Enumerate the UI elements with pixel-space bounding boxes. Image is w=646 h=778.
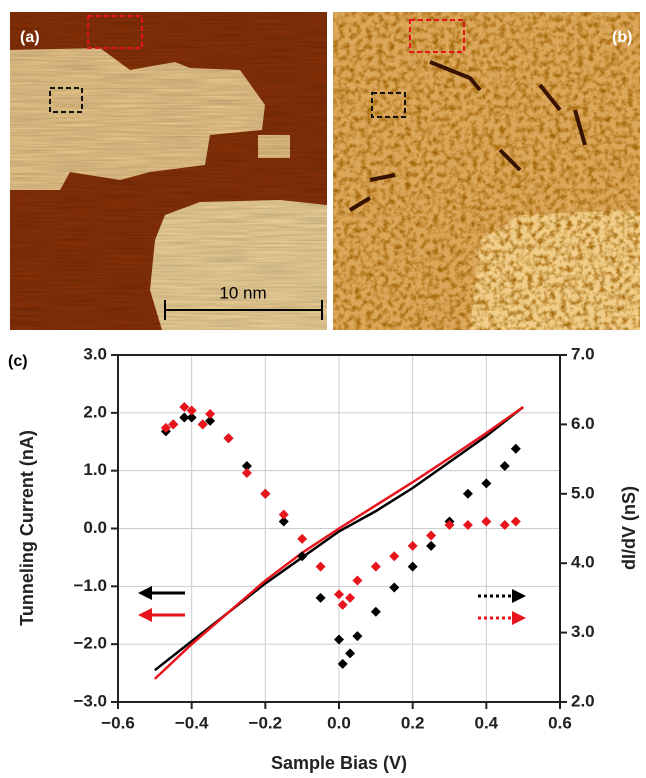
x-tick-label: 0.4 (475, 713, 499, 732)
image-b: (b) (333, 12, 640, 330)
x-tick-label: 0.6 (548, 713, 572, 732)
x-tick-label: 0.0 (327, 713, 351, 732)
didv-marker (316, 593, 326, 603)
didv-marker (345, 648, 355, 658)
didv-marker (389, 582, 399, 592)
y2-tick-label: 5.0 (571, 483, 595, 502)
y-tick-label: −3.0 (73, 691, 107, 710)
didv-marker (352, 576, 362, 586)
y-tick-label: 1.0 (83, 460, 107, 479)
didv-marker (511, 517, 521, 527)
y2-axis-title: dI/dV (nS) (619, 486, 639, 570)
x-tick-label: −0.6 (101, 713, 135, 732)
didv-marker (408, 562, 418, 572)
didv-marker (334, 635, 344, 645)
didv-marker (481, 478, 491, 488)
x-tick-label: 0.2 (401, 713, 425, 732)
legend-arrow-head (512, 589, 526, 603)
legend-arrow-head (138, 586, 152, 600)
legend-arrow-head (138, 608, 152, 622)
y2-tick-label: 7.0 (571, 344, 595, 363)
didv-marker (371, 607, 381, 617)
didv-marker (408, 541, 418, 551)
y-tick-label: 2.0 (83, 402, 107, 421)
didv-marker (205, 409, 215, 419)
didv-marker (511, 444, 521, 454)
legend-arrow-head (512, 611, 526, 625)
y-tick-label: −2.0 (73, 634, 107, 653)
didv-marker (316, 562, 326, 572)
didv-marker (500, 461, 510, 471)
didv-marker (279, 510, 289, 520)
didv-marker (242, 468, 252, 478)
x-axis-title: Sample Bias (V) (271, 753, 407, 773)
didv-marker (224, 433, 234, 443)
y-tick-label: 3.0 (83, 344, 107, 363)
y-axis-title: Tunneling Current (nA) (17, 430, 37, 626)
panel-label: (c) (8, 353, 28, 370)
didv-marker (352, 631, 362, 641)
panel-label: (a) (20, 29, 40, 46)
didv-marker (481, 517, 491, 527)
figure: 10 nm (a) (b) (c) Sample Bias (V) Tunnel… (0, 0, 646, 778)
didv-marker (389, 551, 399, 561)
x-tick-label: −0.2 (249, 713, 283, 732)
didv-marker (463, 489, 473, 499)
scale-bar-label: 10 nm (219, 283, 266, 302)
y2-tick-label: 2.0 (571, 691, 595, 710)
y2-tick-label: 4.0 (571, 553, 595, 572)
y2-tick-label: 3.0 (571, 622, 595, 641)
didv-marker (260, 489, 270, 499)
didv-marker (297, 534, 307, 544)
didv-marker (371, 562, 381, 572)
didv-marker (345, 593, 355, 603)
panel-label: (b) (612, 29, 632, 46)
didv-marker (426, 541, 436, 551)
y-tick-label: −1.0 (73, 576, 107, 595)
x-tick-label: −0.4 (175, 713, 209, 732)
image-a: 10 nm (a) (10, 12, 327, 330)
y-tick-label: 0.0 (83, 518, 107, 537)
y2-tick-label: 6.0 (571, 414, 595, 433)
didv-marker (426, 530, 436, 540)
didv-marker (334, 589, 344, 599)
